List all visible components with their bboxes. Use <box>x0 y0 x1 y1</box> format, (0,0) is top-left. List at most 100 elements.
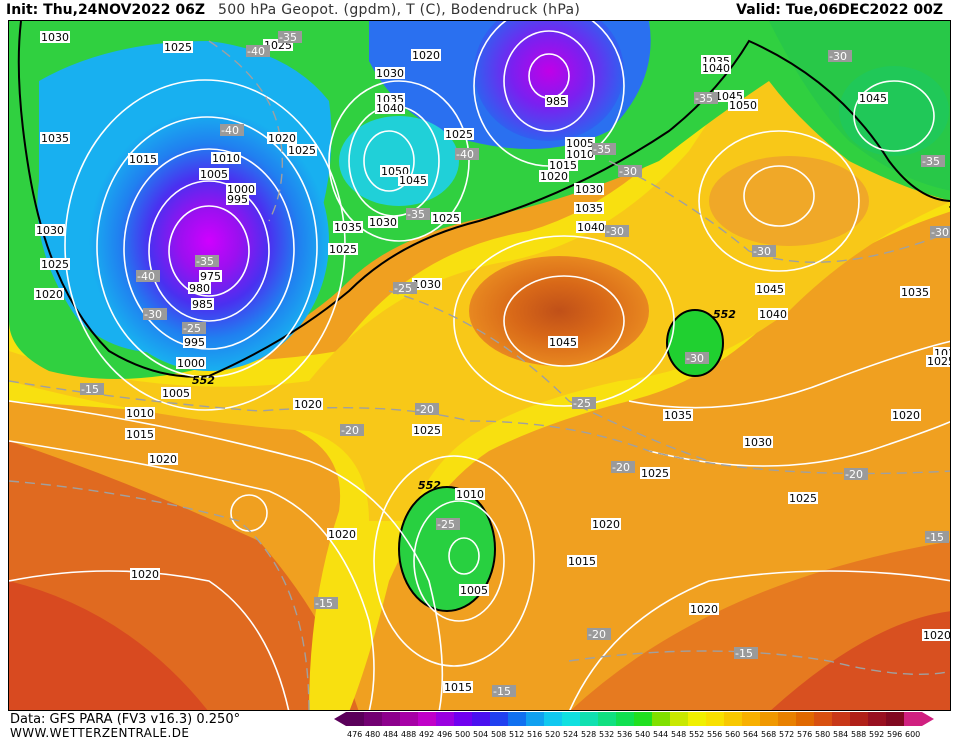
temperature-label: -30 <box>930 226 950 239</box>
temperature-value: -30 <box>829 50 847 63</box>
pressure-value: 1020 <box>412 49 440 62</box>
temperature-label: -30 <box>618 165 642 178</box>
pressure-label: 1030 <box>375 67 405 80</box>
pressure-value: 1040 <box>702 62 730 75</box>
temperature-value: -35 <box>407 208 425 221</box>
pressure-label: 1015 <box>128 153 158 166</box>
temperature-value: -15 <box>315 597 333 610</box>
legend-value: 496 <box>437 730 452 739</box>
temperature-value: -25 <box>573 397 591 410</box>
legend-value: 516 <box>527 730 542 739</box>
legend-value: 512 <box>509 730 524 739</box>
pressure-value: 1045 <box>399 174 427 187</box>
legend-swatch <box>400 712 418 726</box>
pressure-value: 980 <box>189 282 210 295</box>
pressure-value: 1030 <box>376 67 404 80</box>
isotherms <box>9 40 950 710</box>
legend-swatch <box>742 712 760 726</box>
pressure-value: 1020 <box>892 409 920 422</box>
pressure-value: 1020 <box>592 518 620 531</box>
weather-map: 1030 1025 1025 1020 1030 1035 1040 1035 1035 1040… <box>8 20 951 711</box>
pressure-label: 1005 <box>199 168 229 181</box>
temperature-value: -40 <box>137 270 155 283</box>
pressure-value: 1010 <box>212 152 240 165</box>
pressure-value: 1010 <box>126 407 154 420</box>
pressure-value: 1030 <box>41 31 69 44</box>
pressure-label: 1025 <box>788 492 818 505</box>
pressure-value: 1025 <box>164 41 192 54</box>
legend-swatch <box>436 712 454 726</box>
pressure-label: 1025 <box>640 467 670 480</box>
pressure-label: 1020 <box>539 170 569 183</box>
pressure-value: 1030 <box>36 224 64 237</box>
pressure-label: 1015 <box>125 428 155 441</box>
pressure-value: 1035 <box>664 409 692 422</box>
pressure-label: 1020 <box>34 288 64 301</box>
legend-swatch <box>814 712 832 726</box>
temperature-value: -35 <box>279 31 297 44</box>
pressure-value: 1030 <box>744 436 772 449</box>
pressure-label: 1020 <box>130 568 160 581</box>
temperature-label: -25 <box>436 518 460 531</box>
pressure-label: 1020 <box>922 629 950 642</box>
pressure-label: 1025 <box>40 258 70 271</box>
legend-swatch <box>886 712 904 726</box>
pressure-value: 1015 <box>444 681 472 694</box>
temperature-value: -20 <box>341 424 359 437</box>
pressure-label: 1035 <box>900 286 930 299</box>
pressure-label: 1025 <box>444 128 474 141</box>
pressure-value: 1005 <box>200 168 228 181</box>
legend-value: 560 <box>725 730 740 739</box>
pressure-value: 1020 <box>690 603 718 616</box>
pressure-label: 1010 <box>125 407 155 420</box>
temperature-label: -30 <box>828 50 852 63</box>
temperature-label: -35 <box>694 92 718 105</box>
pressure-label: 980 <box>188 282 211 295</box>
pressure-label: 1020 <box>411 49 441 62</box>
pressure-label: 1010 <box>211 152 241 165</box>
legend-value: 528 <box>581 730 596 739</box>
pressure-value: 1020 <box>268 132 296 145</box>
temperature-value: -15 <box>735 647 753 660</box>
pressure-label: 995 <box>183 336 206 349</box>
isobars <box>9 21 950 710</box>
legend-swatch <box>490 712 508 726</box>
legend-swatch <box>796 712 814 726</box>
temperature-label: -40 <box>220 124 244 137</box>
legend-value: 520 <box>545 730 560 739</box>
pressure-value: 985 <box>192 298 213 311</box>
pressure-value: 1010 <box>566 148 594 161</box>
pressure-value: 1045 <box>549 336 577 349</box>
temperature-value: -15 <box>926 531 944 544</box>
pressure-label: 1010 <box>565 148 595 161</box>
temperature-value: -40 <box>221 124 239 137</box>
legend-swatch <box>706 712 724 726</box>
legend-value: 568 <box>761 730 776 739</box>
legend-swatch <box>832 712 850 726</box>
pressure-label: 1050 <box>728 99 758 112</box>
pressure-label: 1030 <box>743 436 773 449</box>
pressure-value: 1040 <box>376 102 404 115</box>
pressure-label: 1005 <box>161 387 191 400</box>
legend-swatch <box>508 712 526 726</box>
temperature-value: -25 <box>437 518 455 531</box>
pressure-label: 1020 <box>293 398 323 411</box>
temperature-label: -20 <box>340 424 364 437</box>
pressure-label: 995 <box>226 193 249 206</box>
pressure-label: 1030 <box>35 224 65 237</box>
pressure-value: 1030 <box>575 183 603 196</box>
temperature-value: -40 <box>456 148 474 161</box>
legend-value: 532 <box>599 730 614 739</box>
temperature-value: -35 <box>922 155 940 168</box>
pressure-label: 1045 <box>858 92 888 105</box>
pressure-value: 1025 <box>41 258 69 271</box>
legend-value: 600 <box>905 730 920 739</box>
pressure-label: 1005 <box>459 584 489 597</box>
pressure-label: 1025 <box>163 41 193 54</box>
pressure-value: 1020 <box>294 398 322 411</box>
temperature-label: -20 <box>844 468 868 481</box>
temperature-value: -30 <box>619 165 637 178</box>
temperature-label: -15 <box>80 383 104 396</box>
legend-swatch <box>580 712 598 726</box>
